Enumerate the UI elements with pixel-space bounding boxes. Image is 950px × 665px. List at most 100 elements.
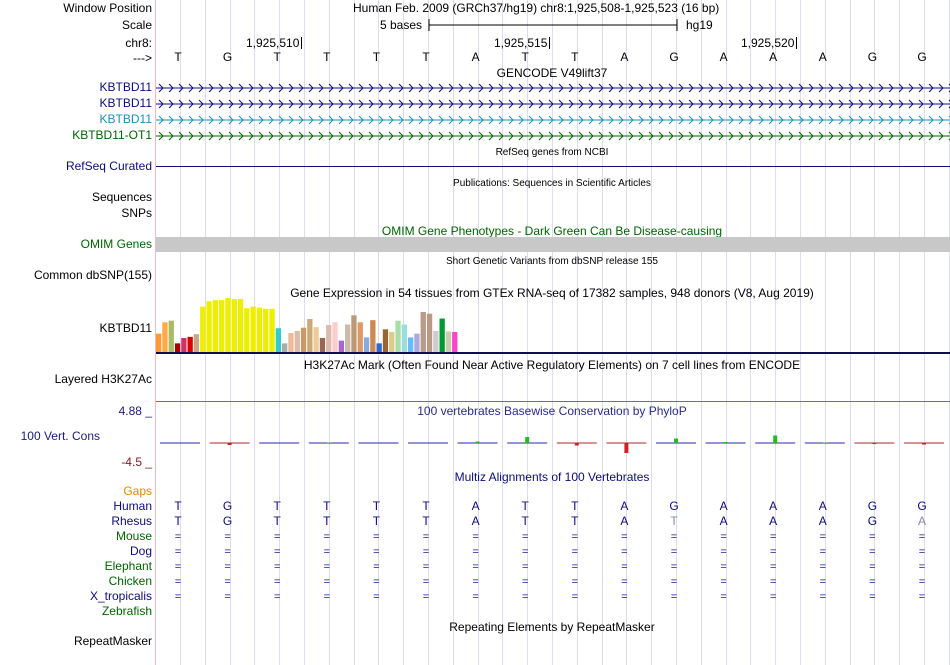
- gtex-tissue-bar[interactable]: [389, 332, 395, 352]
- gencode-transcript-2[interactable]: [156, 96, 950, 112]
- omim-gene-bar[interactable]: [156, 237, 950, 252]
- gtex-tissue-bar[interactable]: [420, 312, 426, 352]
- gtex-tissue-bar[interactable]: [193, 334, 200, 352]
- species-label-x_tropicalis[interactable]: X_tropicalis: [89, 589, 152, 603]
- gtex-tissue-bar[interactable]: [168, 320, 174, 352]
- gtex-tissue-bar[interactable]: [307, 319, 313, 352]
- phylop-score-bar[interactable]: [525, 437, 530, 443]
- rhesus-base: T: [422, 514, 430, 528]
- alignment-match: =: [373, 591, 380, 603]
- gtex-tissue-bar[interactable]: [376, 343, 382, 352]
- gaps-label[interactable]: Gaps: [123, 484, 152, 498]
- reference-base: T: [422, 50, 430, 64]
- gtex-tissue-bar[interactable]: [319, 337, 326, 352]
- refseq-gene-line[interactable]: [156, 166, 950, 167]
- gtex-tissue-bar[interactable]: [225, 298, 231, 352]
- phylop-score-bar[interactable]: [624, 443, 629, 453]
- gencode-transcript-1[interactable]: [156, 80, 950, 96]
- gtex-tissue-bar[interactable]: [187, 336, 193, 352]
- phylop-score-bar[interactable]: [723, 442, 728, 443]
- gtex-tissue-bar[interactable]: [357, 322, 363, 352]
- gtex-tissue-bar[interactable]: [338, 340, 344, 352]
- gtex-tissue-bar[interactable]: [237, 299, 244, 352]
- phylop-plot[interactable]: [156, 425, 950, 465]
- gencode-transcript-3[interactable]: [156, 112, 950, 128]
- alignment-match: =: [373, 576, 380, 588]
- gtex-tissue-bar[interactable]: [452, 332, 458, 352]
- gtex-tissue-bar[interactable]: [282, 343, 288, 352]
- phylop-score-bar[interactable]: [674, 438, 678, 444]
- gtex-tissue-bar[interactable]: [382, 329, 389, 352]
- gtex-tissue-bar[interactable]: [200, 306, 206, 352]
- gtex-tissue-bar[interactable]: [250, 306, 256, 352]
- repeatmasker-track-label[interactable]: RepeatMasker: [73, 634, 152, 648]
- gtex-tissue-bar[interactable]: [426, 313, 433, 352]
- human-base: G: [917, 499, 927, 513]
- gtex-tissue-bar[interactable]: [156, 333, 162, 352]
- species-label-rhesus[interactable]: Rhesus: [111, 514, 152, 528]
- gtex-bar-chart[interactable]: [156, 298, 950, 356]
- gtex-tissue-bar[interactable]: [181, 337, 187, 352]
- gtex-tissue-bar[interactable]: [269, 308, 275, 352]
- gtex-tissue-bar[interactable]: [408, 337, 414, 352]
- gtex-tissue-bar[interactable]: [244, 308, 250, 352]
- phylop-score-bar[interactable]: [227, 443, 232, 445]
- gtex-tissue-bar[interactable]: [256, 307, 263, 352]
- window-position-value: Human Feb. 2009 (GRCh37/hg19) chr8:1,925…: [353, 1, 720, 15]
- gtex-tissue-bar[interactable]: [345, 324, 351, 352]
- gencode-item-label-2[interactable]: KBTBD11: [99, 96, 152, 110]
- gtex-tissue-bar[interactable]: [174, 343, 181, 352]
- species-label-human[interactable]: Human: [113, 499, 152, 513]
- gtex-tissue-bar[interactable]: [219, 300, 225, 352]
- publications-track-label[interactable]: Sequences: [91, 190, 152, 204]
- phylop-score-bar[interactable]: [574, 443, 579, 446]
- alignment-match: =: [273, 546, 281, 558]
- species-label-chicken[interactable]: Chicken: [108, 574, 152, 588]
- gtex-tissue-bar[interactable]: [300, 327, 307, 352]
- omim-track-label[interactable]: OMIM Genes: [80, 237, 152, 251]
- gtex-tissue-bar[interactable]: [288, 333, 294, 352]
- phylop-score-bar[interactable]: [922, 443, 926, 445]
- gencode-track[interactable]: [156, 80, 950, 144]
- alignment-match: =: [472, 591, 479, 603]
- dbsnp-track-label[interactable]: Common dbSNP(155): [33, 268, 152, 282]
- gencode-item-label-3[interactable]: KBTBD11: [99, 112, 152, 126]
- gtex-tissue-bar[interactable]: [433, 330, 439, 352]
- gencode-transcript-4[interactable]: [156, 128, 950, 144]
- phylop-score-bar[interactable]: [872, 443, 877, 444]
- gtex-tissue-bar[interactable]: [313, 327, 319, 352]
- snps-track-label[interactable]: SNPs: [121, 206, 152, 220]
- phylop-score-bar[interactable]: [475, 441, 480, 444]
- phylop-score-bar[interactable]: [326, 442, 331, 444]
- gencode-item-label-4[interactable]: KBTBD11-OT1: [72, 128, 152, 142]
- gtex-tissue-bar[interactable]: [445, 331, 452, 352]
- gtex-tissue-bar[interactable]: [439, 318, 445, 352]
- gtex-tissue-bar[interactable]: [414, 333, 420, 352]
- species-label-mouse[interactable]: Mouse: [115, 529, 152, 543]
- gtex-tissue-bar[interactable]: [212, 300, 218, 352]
- phylop-score-bar[interactable]: [822, 442, 827, 444]
- gencode-item-label-1[interactable]: KBTBD11: [99, 80, 152, 94]
- gtex-tissue-bar[interactable]: [395, 320, 401, 352]
- gtex-tissue-bar[interactable]: [326, 325, 332, 352]
- gtex-tissue-bar[interactable]: [351, 315, 357, 352]
- species-label-dog[interactable]: Dog: [129, 544, 152, 558]
- gtex-tissue-bar[interactable]: [370, 320, 376, 352]
- gtex-tissue-bar[interactable]: [263, 308, 269, 352]
- refseq-track-label[interactable]: RefSeq Curated: [65, 159, 152, 173]
- window-position-label: Window Position: [63, 1, 152, 15]
- gtex-tissue-bar[interactable]: [231, 299, 237, 352]
- gtex-tissue-bar[interactable]: [401, 324, 407, 352]
- gtex-tissue-bar[interactable]: [363, 337, 370, 352]
- species-label-elephant[interactable]: Elephant: [104, 559, 152, 573]
- gtex-tissue-bar[interactable]: [332, 322, 338, 352]
- phylop-track-label[interactable]: 100 Vert. Cons: [20, 429, 100, 443]
- gtex-track-label[interactable]: KBTBD11: [99, 321, 152, 335]
- gtex-tissue-bar[interactable]: [294, 330, 300, 352]
- gtex-tissue-bar[interactable]: [275, 328, 281, 352]
- gtex-tissue-bar[interactable]: [162, 322, 168, 352]
- gtex-tissue-bar[interactable]: [206, 301, 212, 352]
- phylop-score-bar[interactable]: [773, 435, 778, 444]
- species-label-zebrafish[interactable]: Zebrafish: [101, 604, 152, 618]
- h3k27ac-track-label[interactable]: Layered H3K27Ac: [54, 372, 152, 386]
